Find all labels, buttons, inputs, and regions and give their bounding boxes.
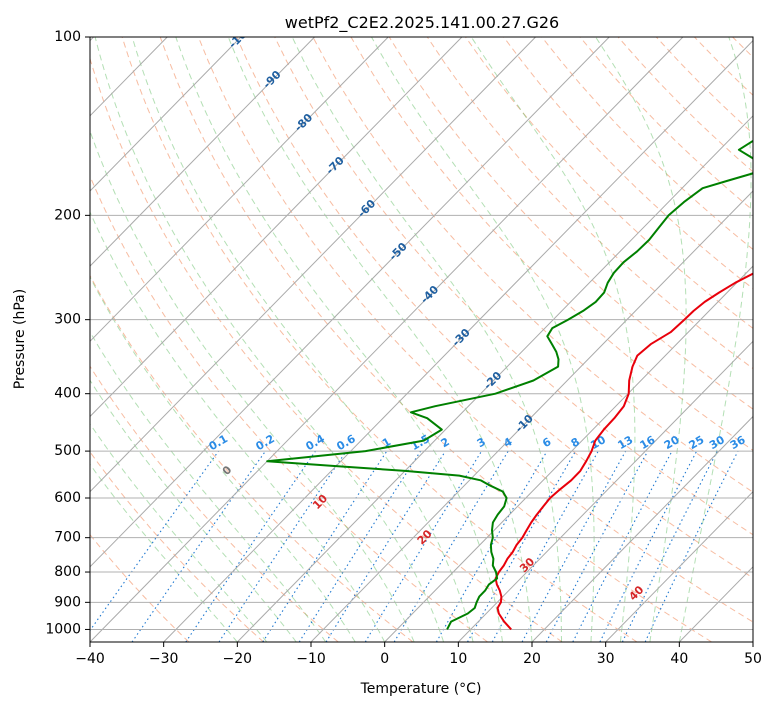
mixing-ratio-line	[521, 450, 627, 642]
plot-area: -100-90-80-70-60-50-40-30-20-100.10.20.4…	[90, 37, 753, 642]
moist-adiabat-line	[90, 210, 386, 642]
moist-adiabat-line	[371, 37, 595, 642]
dry-adiabat-line	[197, 37, 753, 623]
dry-adiabat-line	[159, 37, 712, 642]
mixing-ratio-line	[218, 450, 347, 642]
dry-adiabat-line	[121, 37, 638, 642]
isotherm-line	[531, 415, 753, 642]
x-tick-label: 20	[523, 651, 541, 667]
isotherm-line	[605, 490, 753, 642]
moist-adiabat-line	[175, 37, 503, 642]
skewed-isotherms	[90, 37, 753, 642]
mixing-ratio-line	[621, 450, 718, 642]
moist-adiabat-line	[227, 37, 533, 642]
moist-adiabat-line	[90, 463, 238, 642]
isotherm-line	[163, 39, 753, 642]
x-axis-label: Temperature (°C)	[360, 681, 482, 697]
y-tick-label: 500	[54, 443, 81, 459]
y-tick-label: 100	[54, 29, 81, 45]
axes-frame	[89, 36, 754, 643]
x-tick-label: 0	[380, 651, 389, 667]
moist-adiabat-line	[595, 37, 687, 642]
y-tick-label: 200	[54, 207, 81, 223]
dry-adiabat-line	[350, 37, 753, 451]
x-tick-label: 50	[744, 651, 762, 667]
dry-adiabat-line	[90, 175, 488, 642]
dry-adiabat-line	[90, 451, 264, 642]
x-tick-label: 40	[670, 651, 688, 667]
moist-adiabat-line	[470, 37, 636, 642]
x-tick-label: 10	[449, 651, 467, 667]
moist-adiabat-line	[131, 37, 474, 642]
moist-adiabat-line	[90, 423, 268, 642]
isotherm-line	[90, 37, 242, 192]
y-tick-label: 800	[54, 564, 81, 580]
mixing-ratio-line	[185, 450, 316, 642]
y-tick-label: 1000	[45, 621, 81, 637]
mixing-ratio-line	[364, 450, 483, 642]
y-tick-label: 900	[54, 594, 81, 610]
x-tick-label: 30	[597, 651, 615, 667]
isotherm-line	[90, 37, 315, 267]
dry-adiabat-line	[90, 56, 563, 642]
isotherm-line	[90, 37, 610, 568]
y-tick-label: 300	[54, 312, 81, 328]
dewpoint-profile	[266, 140, 753, 630]
isotherm-line	[310, 190, 753, 642]
isotherm-line	[236, 115, 753, 642]
mixing-ratio-line	[131, 450, 266, 642]
mixing-ratio-line	[325, 450, 446, 642]
x-tick-label: −20	[223, 651, 253, 667]
isotherm-line	[90, 37, 463, 418]
y-tick-label: 700	[54, 530, 81, 546]
dry-adiabat-line	[236, 37, 753, 579]
y-tick-label: 400	[54, 386, 81, 402]
dry-adiabat-line	[312, 37, 753, 493]
moist-adiabat-line	[90, 276, 356, 642]
chart-title: wetPf2_C2E2.2025.141.00.27.G26	[285, 13, 559, 33]
x-tick-label: −30	[149, 651, 179, 667]
isotherm-line	[90, 37, 536, 493]
y-axis-label: Pressure (hPa)	[12, 289, 28, 389]
pressure-gridlines	[90, 37, 753, 630]
x-tick-label: −10	[296, 651, 326, 667]
x-axis-ticks: −40 −30 −20 −10 0 10 20 30 40 50	[75, 642, 762, 667]
isotherm-line	[384, 265, 753, 642]
moist-adiabat-line	[291, 37, 562, 642]
moist-adiabat-line	[90, 330, 327, 642]
dry-adiabat-line	[388, 37, 753, 410]
mixing-ratio-line	[298, 450, 422, 642]
sounding-series	[266, 140, 753, 631]
mixing-ratio-line	[545, 450, 649, 642]
isotherm-line	[457, 340, 753, 642]
mixing-ratio-line	[90, 450, 220, 632]
isotherm-line	[90, 37, 684, 642]
moist-adiabat-line	[94, 37, 445, 642]
isotherm-line	[90, 37, 389, 343]
x-tick-label: −40	[75, 651, 105, 667]
moist-adiabat-line	[90, 379, 297, 642]
dry-adiabat-line	[426, 37, 753, 370]
temperature-profile	[494, 272, 753, 631]
mixing-ratio-line	[262, 450, 388, 642]
y-tick-label: 600	[54, 490, 81, 506]
moist-adiabat-line	[678, 37, 752, 642]
y-axis-ticks: 100 200 300 400 500 600 700 800 900 1000	[45, 29, 90, 637]
mixing-ratio-line	[435, 450, 548, 642]
